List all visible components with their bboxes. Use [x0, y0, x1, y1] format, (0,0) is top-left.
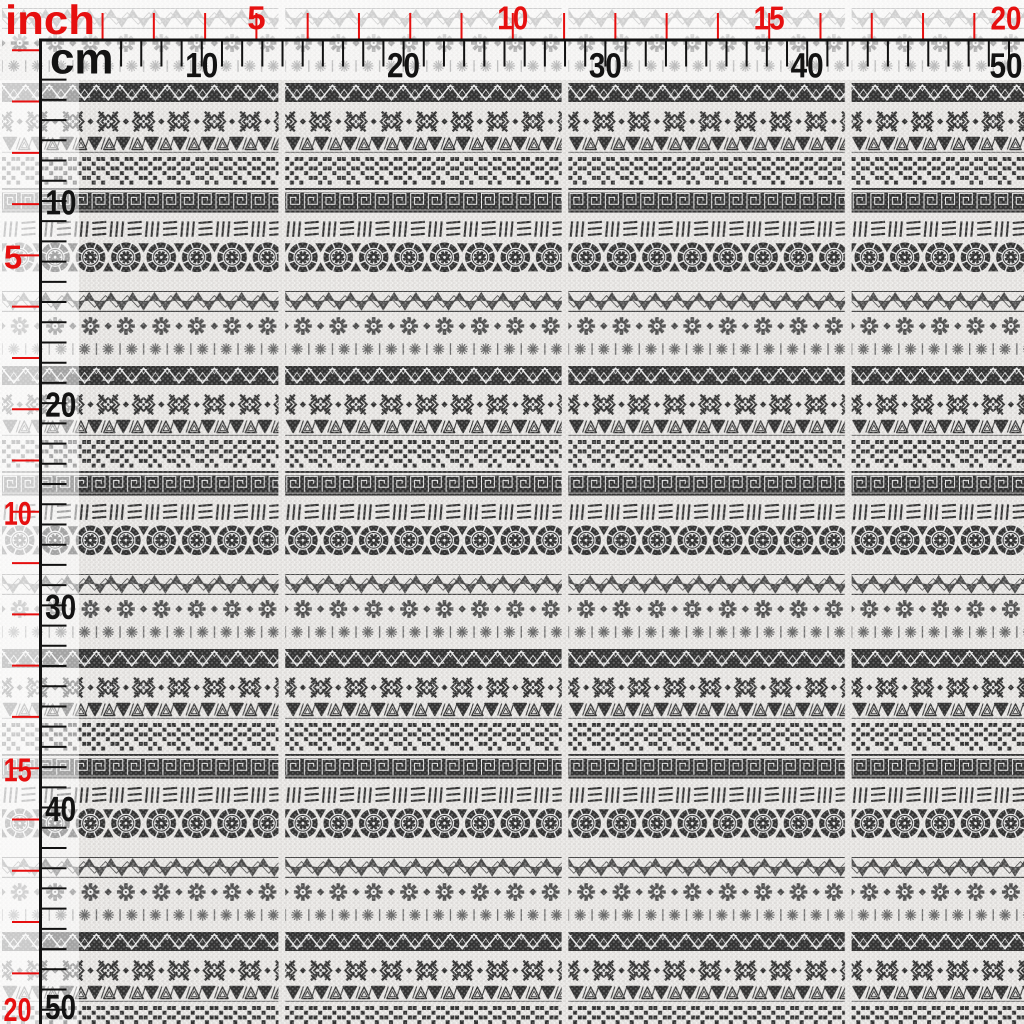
svg-text:50: 50 — [45, 988, 76, 1024]
svg-text:5: 5 — [247, 0, 265, 36]
svg-text:20: 20 — [3, 991, 31, 1024]
svg-text:inch: inch — [5, 0, 95, 43]
svg-text:15: 15 — [754, 0, 785, 36]
svg-text:10: 10 — [4, 495, 32, 532]
svg-text:5: 5 — [4, 238, 22, 275]
svg-text:15: 15 — [4, 751, 32, 788]
svg-text:40: 40 — [791, 46, 824, 85]
svg-text:20: 20 — [45, 386, 76, 425]
svg-text:10: 10 — [45, 183, 76, 222]
svg-text:20: 20 — [990, 0, 1021, 37]
svg-text:20: 20 — [387, 46, 420, 85]
svg-text:50: 50 — [989, 47, 1022, 86]
svg-text:30: 30 — [45, 588, 76, 627]
svg-text:30: 30 — [589, 46, 622, 85]
svg-text:cm: cm — [50, 35, 114, 84]
svg-text:10: 10 — [185, 46, 218, 85]
svg-text:10: 10 — [497, 0, 528, 36]
svg-text:40: 40 — [45, 790, 76, 829]
